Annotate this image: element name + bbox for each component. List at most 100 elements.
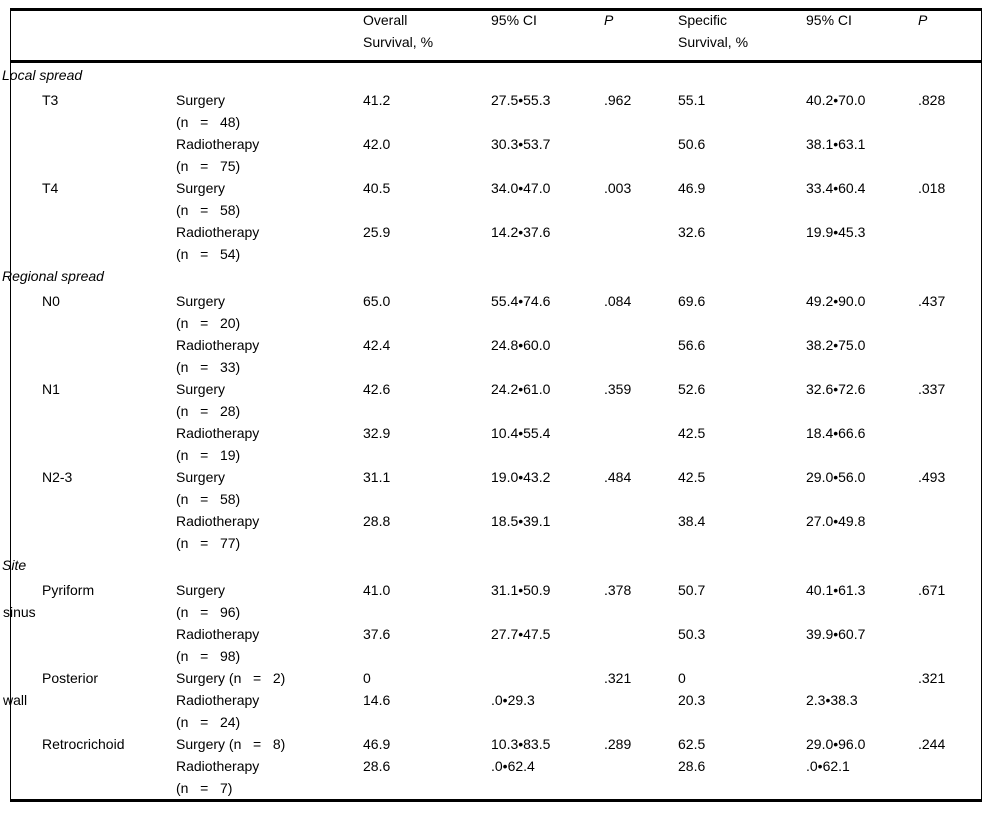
table-row: Pyriform sinus Surgery (n = 96) 41.0 31.1•50.… [2, 579, 990, 623]
header-row: Overall Survival, % 95% CI P Specific Su… [2, 9, 990, 64]
col-header-overall-line1: Overall [363, 12, 408, 28]
specific-survival-ci: 40.1•61.3 [806, 582, 866, 598]
specific-p-value: .018 [918, 180, 946, 196]
overall-survival-value: 42.0 [363, 136, 391, 152]
treatment-cell: Radiotherapy (n = 24) [176, 689, 363, 733]
table-row: Radiotherapy (n = 75) 42.0 30.3•53.7 50.6 38.… [2, 133, 990, 177]
row-group-label-line: N2-3 [42, 469, 73, 485]
overall-survival-value: 25.9 [363, 224, 391, 240]
row-group-label-line: T4 [42, 180, 59, 196]
specific-survival-value: 52.6 [678, 381, 706, 397]
overall-p-value: .289 [604, 736, 632, 752]
row-group-label: N2-3 [2, 466, 176, 554]
overall-survival-value: 42.6 [363, 381, 391, 397]
overall-survival-ci: 19.0•43.2 [491, 469, 551, 485]
specific-p-value: .671 [918, 582, 946, 598]
specific-p-value [918, 689, 990, 733]
specific-survival-ci: 29.0•96.0 [806, 736, 866, 752]
section-row: Local spread [2, 64, 990, 89]
row-group-label-line: wall [3, 692, 28, 708]
overall-survival-ci: 10.3•83.5 [491, 736, 551, 752]
section-row: Site [2, 554, 990, 579]
col-header-p-overall: P [604, 12, 614, 28]
treatment-n-count: (n = 48) [176, 114, 241, 130]
specific-survival-ci: 19.9•45.3 [806, 224, 866, 240]
treatment-n-count: (n = 24) [176, 714, 241, 730]
table-row: Radiotherapy (n = 77) 28.8 18.5•39.1 38.4 27.… [2, 510, 990, 554]
specific-survival-ci: 40.2•70.0 [806, 92, 866, 108]
treatment-cell: Surgery (n = 20) [176, 290, 363, 334]
overall-survival-value: 42.4 [363, 337, 391, 353]
overall-survival-value: 41.2 [363, 92, 391, 108]
overall-survival-value: 40.5 [363, 180, 391, 196]
treatment-name: Surgery [176, 92, 226, 108]
overall-survival-value: 28.6 [363, 758, 391, 774]
overall-p-value: .962 [604, 92, 632, 108]
treatment-name: Surgery (n = 2) [176, 670, 286, 686]
row-group-label: T4 [2, 177, 176, 265]
overall-survival-value: 14.6 [363, 692, 391, 708]
specific-survival-ci: 29.0•56.0 [806, 469, 866, 485]
overall-survival-ci: .0•62.4 [491, 758, 535, 774]
overall-survival-ci: 55.4•74.6 [491, 293, 551, 309]
treatment-name: Surgery [176, 582, 226, 598]
treatment-cell: Radiotherapy (n = 7) [176, 755, 363, 799]
col-header-specific-survival: Specific Survival, % [678, 9, 806, 64]
treatment-n-count: (n = 96) [176, 604, 241, 620]
overall-survival-ci: .0•29.3 [491, 692, 535, 708]
overall-survival-ci: 18.5•39.1 [491, 513, 551, 529]
row-group-label-line: N0 [42, 293, 60, 309]
treatment-name: Radiotherapy [176, 136, 260, 152]
treatment-cell: Surgery (n = 58) [176, 466, 363, 510]
specific-survival-ci: 2.3•38.3 [806, 692, 858, 708]
treatment-name: Radiotherapy [176, 425, 260, 441]
specific-p-value [918, 755, 990, 799]
treatment-name: Surgery [176, 293, 226, 309]
specific-p-value [918, 623, 990, 667]
specific-survival-value: 42.5 [678, 425, 706, 441]
treatment-n-count: (n = 77) [176, 535, 241, 551]
table-row: Radiotherapy (n = 24) 14.6 .0•29.3 20.3 2.3•3… [2, 689, 990, 733]
table-left-border [10, 8, 11, 802]
treatment-name: Surgery [176, 180, 226, 196]
table-row: Radiotherapy (n = 33) 42.4 24.8•60.0 56.6 38.… [2, 334, 990, 378]
overall-survival-value: 32.9 [363, 425, 391, 441]
overall-survival-ci: 24.8•60.0 [491, 337, 551, 353]
overall-p-value: .359 [604, 381, 632, 397]
table-row: Radiotherapy (n = 7) 28.6 .0•62.4 28.6 .0•62.… [2, 755, 990, 799]
table-row: Posterior wall Surgery (n = 2) 0 .321 0 .321 [2, 667, 990, 708]
row-group-label-line: Posterior [42, 670, 99, 686]
col-header-overall-line2: Survival, % [363, 34, 434, 50]
treatment-name: Radiotherapy [176, 337, 260, 353]
row-group-label-line: T3 [42, 92, 59, 108]
specific-survival-ci: 33.4•60.4 [806, 180, 866, 196]
specific-p-value: .828 [918, 92, 946, 108]
treatment-cell: Surgery (n = 48) [176, 89, 363, 133]
table-top-rule [10, 8, 982, 11]
treatment-n-count: (n = 28) [176, 403, 241, 419]
specific-survival-value: 50.3 [678, 626, 706, 642]
treatment-name: Radiotherapy [176, 224, 260, 240]
overall-survival-value: 37.6 [363, 626, 391, 642]
treatment-n-count: (n = 19) [176, 447, 241, 463]
specific-survival-value: 50.6 [678, 136, 706, 152]
treatment-cell: Radiotherapy (n = 19) [176, 422, 363, 466]
specific-survival-value: 50.7 [678, 582, 706, 598]
treatment-cell: Surgery (n = 58) [176, 177, 363, 221]
table-body: Local spread T3 Surgery (n = 48) 41.2 27.5•55… [2, 64, 990, 799]
overall-p-value [604, 689, 678, 733]
overall-survival-value: 0 [363, 670, 371, 686]
overall-survival-ci: 31.1•50.9 [491, 582, 551, 598]
specific-survival-ci [806, 667, 918, 689]
col-header-ci-specific: 95% CI [806, 12, 852, 28]
row-group-label: Retrocrichoid [2, 733, 176, 799]
row-group-label-line: Retrocrichoid [42, 736, 125, 752]
specific-survival-value: 28.6 [678, 758, 706, 774]
row-group-label-line: Pyriform [42, 582, 95, 598]
specific-p-value [918, 221, 990, 265]
specific-p-value [918, 510, 990, 554]
treatment-n-count: (n = 58) [176, 491, 241, 507]
specific-survival-value: 55.1 [678, 92, 706, 108]
treatment-n-count: (n = 54) [176, 246, 241, 262]
table-row: T4 Surgery (n = 58) 40.5 34.0•47.0 .003 46.9 33… [2, 177, 990, 221]
